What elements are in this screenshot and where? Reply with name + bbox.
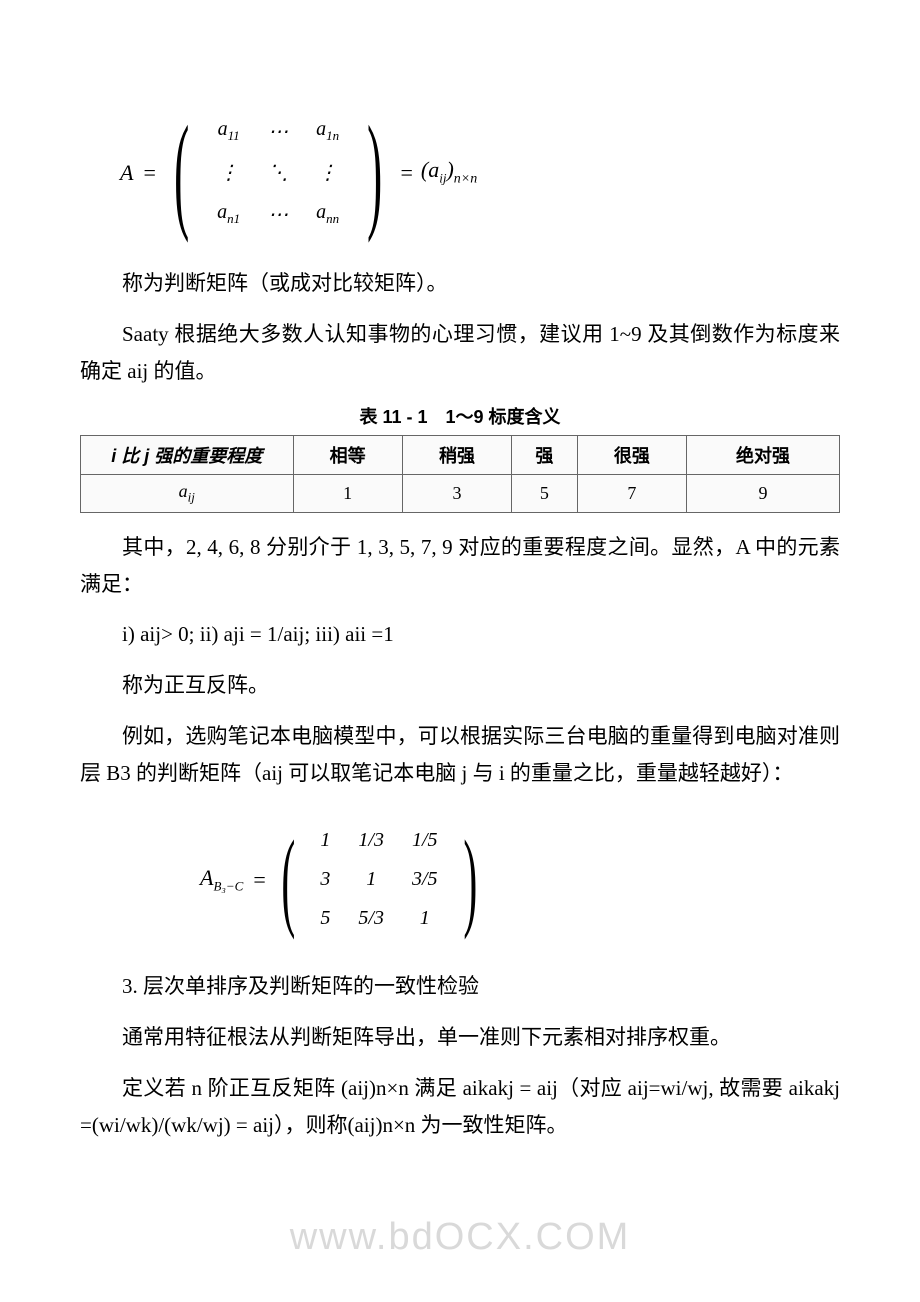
table-caption: 表 11 - 1 1～9 标度含义 bbox=[80, 403, 840, 429]
paragraph-saaty-scale: Saaty 根据绝大多数人认知事物的心理习惯，建议用 1~9 及其倒数作为标度来… bbox=[80, 316, 840, 390]
paragraph-judgment-matrix: 称为判断矩阵（或成对比较矩阵）。 bbox=[80, 265, 840, 302]
table-cell: 3 bbox=[402, 475, 511, 513]
left-paren: ( bbox=[281, 830, 295, 929]
table-cell: 7 bbox=[577, 475, 686, 513]
scale-table: i 比 j 强的重要程度 相等 稍强 强 很强 绝对强 aij 1 3 5 7 … bbox=[80, 435, 840, 513]
table-col: 相等 bbox=[293, 436, 402, 475]
table-value-row: aij 1 3 5 7 9 bbox=[81, 475, 840, 513]
table-cell: 9 bbox=[686, 475, 839, 513]
matrix2-lhs: AB₃−C bbox=[200, 865, 243, 894]
table-cell: 5 bbox=[512, 475, 578, 513]
table-cell: 1 bbox=[293, 475, 402, 513]
matrix2-body: 11/31/5 313/5 55/31 bbox=[306, 821, 451, 938]
matrix-a-definition: A = ( a11 ⋯ a1n ⋮ ⋱ ⋮ an1 bbox=[120, 110, 840, 235]
right-paren: ) bbox=[463, 830, 477, 929]
paragraph-consistency-definition: 定义若 n 阶正互反矩阵 (aij)n×n 满足 aikakj = aij（对应… bbox=[80, 1070, 840, 1144]
paragraph-laptop-example: 例如，选购笔记本电脑模型中，可以根据实际三台电脑的重量得到电脑对准则层 B3 的… bbox=[80, 718, 840, 792]
paragraph-conditions: i) aij> 0; ii) aji = 1/aij; iii) aii =1 bbox=[80, 616, 840, 653]
matrix-body: a11 ⋯ a1n ⋮ ⋱ ⋮ an1 ⋯ ann bbox=[203, 110, 353, 235]
equals-sign: = bbox=[143, 160, 155, 186]
paragraph-intermediate-values: 其中，2, 4, 6, 8 分别介于 1, 3, 5, 7, 9 对应的重要程度… bbox=[80, 529, 840, 603]
table-col: 稍强 bbox=[402, 436, 511, 475]
paragraph-eigenvalue-method: 通常用特征根法从判断矩阵导出，单一准则下元素相对排序权重。 bbox=[80, 1019, 840, 1056]
table-header-label: i 比 j 强的重要程度 bbox=[81, 436, 294, 475]
table-row-label: aij bbox=[81, 475, 294, 513]
table-header-row: i 比 j 强的重要程度 相等 稍强 强 很强 绝对强 bbox=[81, 436, 840, 475]
right-paren: ) bbox=[367, 114, 382, 231]
matrix-rhs: (aij)n×n bbox=[421, 157, 477, 187]
table-col: 强 bbox=[512, 436, 578, 475]
left-paren: ( bbox=[174, 114, 189, 231]
table-col: 绝对强 bbox=[686, 436, 839, 475]
matrix-b3c: AB₃−C = ( 11/31/5 313/5 55/31 ) bbox=[200, 821, 840, 938]
matrix-lhs: A bbox=[120, 160, 133, 186]
section-heading-consistency: 3. 层次单排序及判断矩阵的一致性检验 bbox=[80, 968, 840, 1005]
paragraph-reciprocal-matrix: 称为正互反阵。 bbox=[80, 667, 840, 704]
table-col: 很强 bbox=[577, 436, 686, 475]
watermark: www.bdOCX.COM bbox=[290, 1216, 631, 1259]
